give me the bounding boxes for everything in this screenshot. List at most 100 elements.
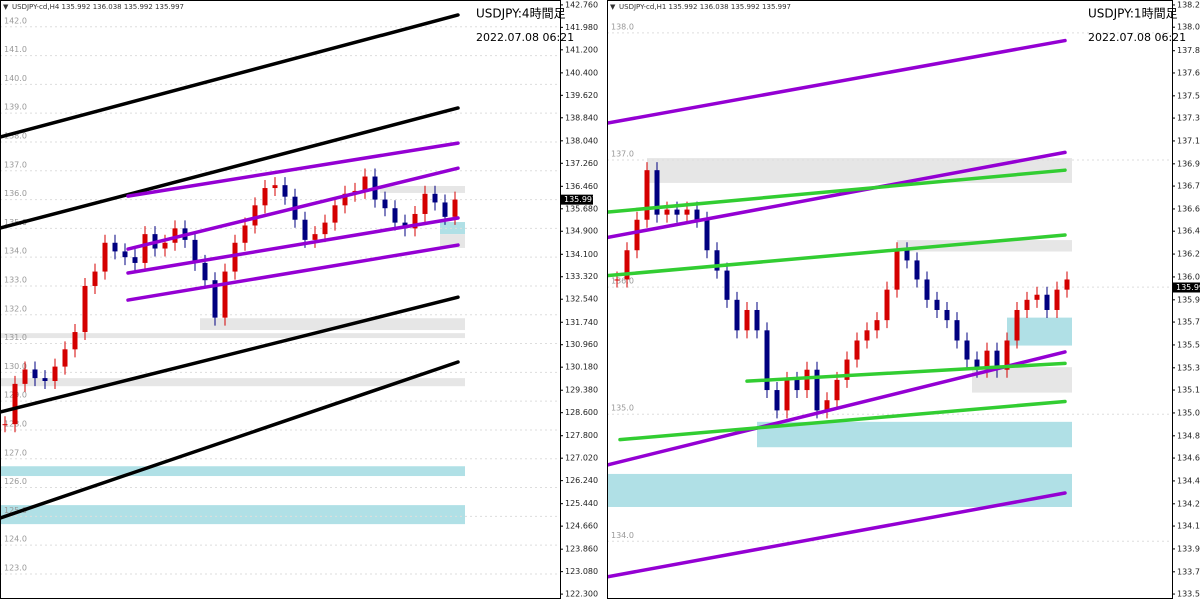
candle: [1014, 309, 1020, 341]
zone: [607, 473, 1072, 507]
y-tick-label: 135.190: [1177, 386, 1200, 395]
y-tick-label: 129.380: [565, 386, 598, 395]
menu-icon: ▼: [3, 3, 9, 11]
candle: [814, 369, 820, 411]
candle: [222, 271, 228, 318]
candle: [282, 185, 288, 197]
candle: [644, 170, 650, 220]
y-tick-label: 138.040: [565, 136, 598, 145]
candle: [954, 320, 960, 341]
candle: [924, 279, 930, 300]
level-label: 142.0: [4, 16, 27, 25]
zone: [0, 505, 465, 525]
y-tick-label: 138.220: [1177, 0, 1200, 9]
candle: [754, 309, 760, 331]
candle: [734, 299, 740, 331]
y-tick-label: 141.980: [565, 23, 598, 32]
level-label: 136.0: [4, 189, 27, 198]
candle: [102, 242, 108, 272]
last-price-label: 135.997: [564, 195, 597, 204]
y-tick-label: 134.900: [565, 227, 598, 236]
trendline: [0, 360, 460, 520]
candle: [1044, 294, 1050, 310]
y-tick-label: 131.740: [565, 318, 598, 327]
chart-title: USDJPY:1時間足: [1088, 7, 1178, 21]
y-tick-label: 136.080: [1177, 272, 1200, 281]
y-tick-label: 137.330: [1177, 114, 1200, 123]
candle: [12, 383, 18, 425]
level-label: 125.0: [4, 506, 27, 515]
level-label: 133.0: [4, 275, 27, 284]
candle: [974, 359, 980, 370]
candle: [774, 390, 780, 411]
candle: [934, 299, 940, 310]
timestamp: 2022.07.08 06:21: [1088, 31, 1186, 44]
candle: [634, 219, 640, 251]
candle: [242, 225, 248, 243]
trendline: [126, 166, 460, 251]
candle: [804, 369, 810, 391]
y-tick-label: 137.150: [1177, 136, 1200, 145]
candle: [212, 280, 218, 318]
y-tick-label: 135.680: [565, 204, 598, 213]
candle: [192, 239, 198, 263]
candle: [694, 209, 700, 220]
y-tick-label: 135.365: [1177, 363, 1200, 372]
zone: [897, 240, 1072, 252]
candle: [42, 378, 48, 381]
candle: [272, 185, 278, 189]
level-label: 136.0: [611, 277, 634, 286]
trendline: [607, 491, 1067, 579]
trendline: [126, 216, 460, 275]
trendline: [618, 399, 1067, 442]
candle: [894, 250, 900, 290]
candle: [824, 400, 830, 411]
y-tick-label: 124.660: [565, 522, 598, 531]
candle: [392, 208, 398, 223]
y-tick-label: 134.120: [1177, 522, 1200, 531]
trendline: [0, 295, 460, 414]
candle: [834, 379, 840, 401]
candle: [202, 262, 208, 281]
candle: [322, 222, 328, 235]
candle: [964, 340, 970, 360]
candle: [362, 176, 368, 191]
level-label: 134.0: [611, 531, 634, 540]
candle: [714, 250, 720, 271]
candle: [252, 205, 258, 226]
last-price-label: 135.997: [1176, 283, 1200, 292]
chart-title: USDJPY:4時間足: [476, 7, 566, 21]
candle: [312, 234, 318, 240]
candle: [764, 330, 770, 391]
level-label: 130.0: [4, 362, 27, 371]
trendline: [126, 243, 460, 302]
candle: [412, 213, 418, 229]
candle: [654, 170, 660, 215]
trendline: [607, 168, 1067, 214]
y-tick-label: 134.100: [565, 250, 598, 259]
level-label: 141.0: [4, 45, 27, 54]
candle: [22, 369, 28, 384]
y-tick-label: 137.860: [1177, 46, 1200, 55]
y-tick-label: 133.940: [1177, 544, 1200, 553]
y-tick-label: 133.585: [1177, 590, 1200, 599]
candle: [874, 320, 880, 331]
y-tick-label: 136.615: [1177, 204, 1200, 213]
y-tick-label: 134.655: [1177, 454, 1200, 463]
candle: [944, 309, 950, 321]
candle: [994, 350, 1000, 370]
y-tick-label: 136.260: [1177, 250, 1200, 259]
candle: [744, 309, 750, 331]
level-label: 137.0: [4, 160, 27, 169]
y-tick-label: 132.540: [565, 295, 598, 304]
y-tick-label: 135.545: [1177, 340, 1200, 349]
zone: [0, 333, 465, 339]
y-tick-label: 137.685: [1177, 68, 1200, 77]
candle: [684, 209, 690, 215]
trendline: [607, 350, 1067, 467]
trendline: [607, 233, 1067, 278]
y-tick-label: 134.475: [1177, 476, 1200, 485]
zone: [757, 421, 1072, 448]
plot: 138.0 137.0 136.0 135.0 134.0 138.220 138.045 1…: [607, 0, 1200, 599]
